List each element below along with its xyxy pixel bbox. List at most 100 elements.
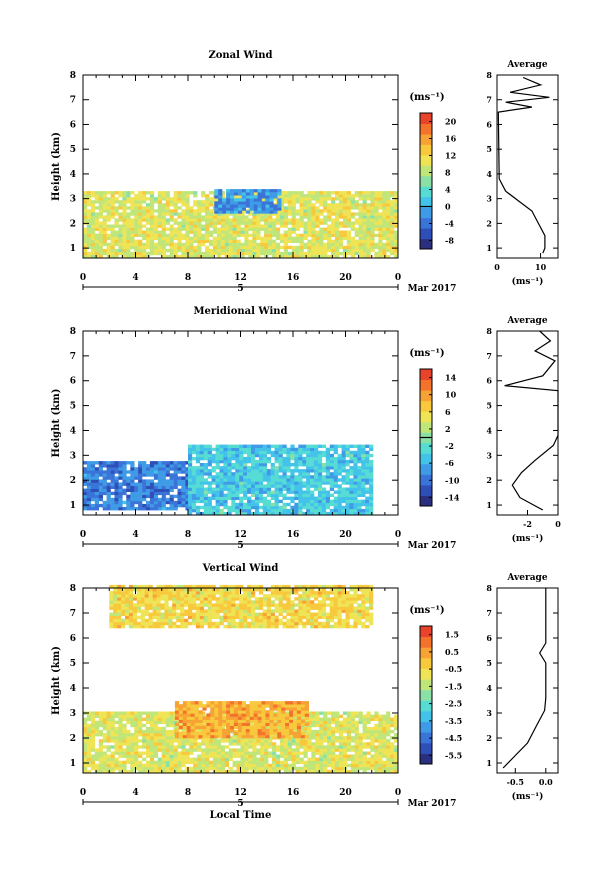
heatmap-cell [378,212,383,216]
heatmap-cell [102,760,107,765]
heatmap-cell [98,236,103,240]
heatmap-cell [262,475,267,479]
average-y-tick-label: 3 [486,450,492,460]
heatmap-cell [138,766,143,771]
heatmap-cell [106,494,111,499]
heatmap-cell [149,766,155,771]
heatmap-cell [195,475,201,479]
heatmap-cell [149,507,155,511]
heatmap-cell [299,224,304,228]
heatmap-cell [161,254,166,259]
heatmap-cell [146,766,151,771]
heatmap-cell [173,218,178,222]
heatmap-cell [354,733,359,737]
heatmap-cell [102,464,107,468]
heatmap-cell [114,745,119,749]
heatmap-cell [291,227,296,231]
average-y-tick-label: 2 [486,475,492,485]
y-tick-label: 7 [70,352,76,362]
heatmap-cell [220,726,225,731]
heatmap-cell [366,224,371,228]
heatmap-cell [382,230,387,234]
heatmap-cell [198,716,203,720]
heatmap-cell [235,453,240,458]
heatmap-cell [370,742,375,746]
heatmap-cell [219,469,224,473]
heatmap-cell [189,745,194,749]
heatmap-cell [94,754,99,758]
heatmap-cell [181,769,186,774]
heatmap-cell [325,496,330,500]
heatmap-cell [287,769,292,774]
heatmap-cell [252,751,257,755]
heatmap-cell [177,206,182,210]
heatmap-cell [249,728,254,733]
heatmap-cell [83,236,88,240]
heatmap-cell [209,233,214,237]
heatmap-cell [239,469,244,473]
heatmap-cell [98,200,103,204]
heatmap-cell [114,251,119,256]
heatmap-cell [98,760,103,765]
heatmap-cell [382,714,387,718]
heatmap-cell [142,245,147,250]
heatmap-cell [346,218,351,222]
heatmap-cell [323,763,328,768]
heatmap-cell [331,748,336,752]
heatmap-cell [369,472,374,476]
heatmap-cell [94,723,99,728]
heatmap-cell [251,447,256,452]
heatmap-cell [232,751,237,755]
heatmap-cell [350,251,355,256]
heatmap-cell [122,242,127,247]
heatmap-cell [161,754,166,758]
heatmap-cell [298,447,303,452]
heatmap-cell [94,500,99,505]
heatmap-cell [369,459,374,464]
heatmap-cell [386,748,391,752]
heatmap-cell [307,763,312,768]
heatmap-cell [337,511,342,516]
heatmap-cell [350,254,355,259]
heatmap-cell [295,236,300,240]
heatmap-cell [86,191,92,195]
heatmap-cell [370,224,375,228]
heatmap-cell [134,212,139,216]
heatmap-cell [218,734,223,739]
heatmap-cell [219,496,224,500]
heatmap-cell [205,197,210,201]
heatmap-cell [209,763,214,768]
y-tick-label: 6 [70,377,76,387]
heatmap-cell [177,245,182,250]
heatmap-cell [306,444,311,448]
heatmap-cell [185,482,190,486]
heatmap-cell [146,464,151,468]
heatmap-cell [335,760,340,765]
heatmap-cell [106,733,111,737]
heatmap-cell [126,748,131,752]
heatmap-cell [314,459,319,464]
heatmap-cell [382,720,387,725]
heatmap-cell [311,191,316,195]
heatmap-cell [173,212,178,216]
heatmap-cell [138,497,143,502]
heatmap-cell [94,748,99,752]
heatmap-cell [382,233,387,237]
heatmap-cell [193,254,198,259]
heatmap-cell [216,766,222,771]
heatmap-cell [199,505,204,510]
heatmap-cell [358,745,363,749]
heatmap-cell [138,218,143,222]
heatmap-cell [142,733,147,737]
heatmap-cell [149,248,155,253]
heatmap-cell [90,467,96,471]
heatmap-cell [174,704,180,708]
heatmap-cell [118,748,123,752]
average-y-tick-label: 3 [486,194,492,204]
heatmap-cell [299,717,304,721]
heatmap-cell [386,197,391,201]
heatmap-cell [122,763,127,768]
heatmap-cell [338,209,344,213]
heatmap-cell [335,233,340,237]
heatmap-cell [331,203,336,207]
